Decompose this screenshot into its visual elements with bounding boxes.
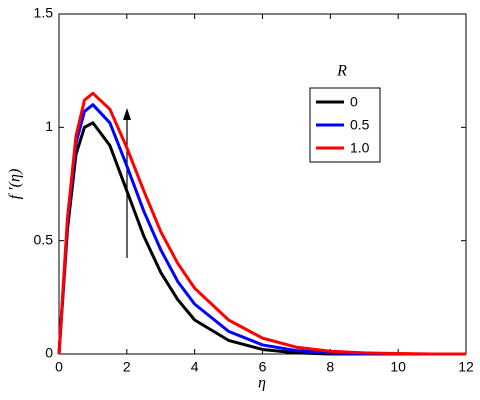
y-tick-label: 1 xyxy=(45,118,53,134)
y-tick-label: 1.5 xyxy=(34,5,54,21)
x-axis-label: η xyxy=(258,375,266,392)
legend-label: 0.5 xyxy=(350,117,370,133)
x-tick-label: 6 xyxy=(259,359,267,375)
y-tick-label: 0.5 xyxy=(34,231,54,247)
x-tick-label: 12 xyxy=(458,359,474,375)
x-tick-label: 8 xyxy=(326,359,334,375)
x-tick-label: 2 xyxy=(123,359,131,375)
line-series xyxy=(57,103,466,356)
line-series xyxy=(57,91,466,356)
line-series xyxy=(57,121,466,356)
plot-frame xyxy=(58,13,467,355)
legend-label: 1.0 xyxy=(350,140,370,156)
x-tick-label: 4 xyxy=(191,359,199,375)
legend-title: R xyxy=(336,63,347,80)
y-axis-label: f ′(η) xyxy=(7,169,24,200)
y-tick-label: 0 xyxy=(45,345,53,361)
legend-label: 0 xyxy=(350,94,358,110)
x-tick-label: 10 xyxy=(390,359,406,375)
x-tick-label: 0 xyxy=(55,359,63,375)
